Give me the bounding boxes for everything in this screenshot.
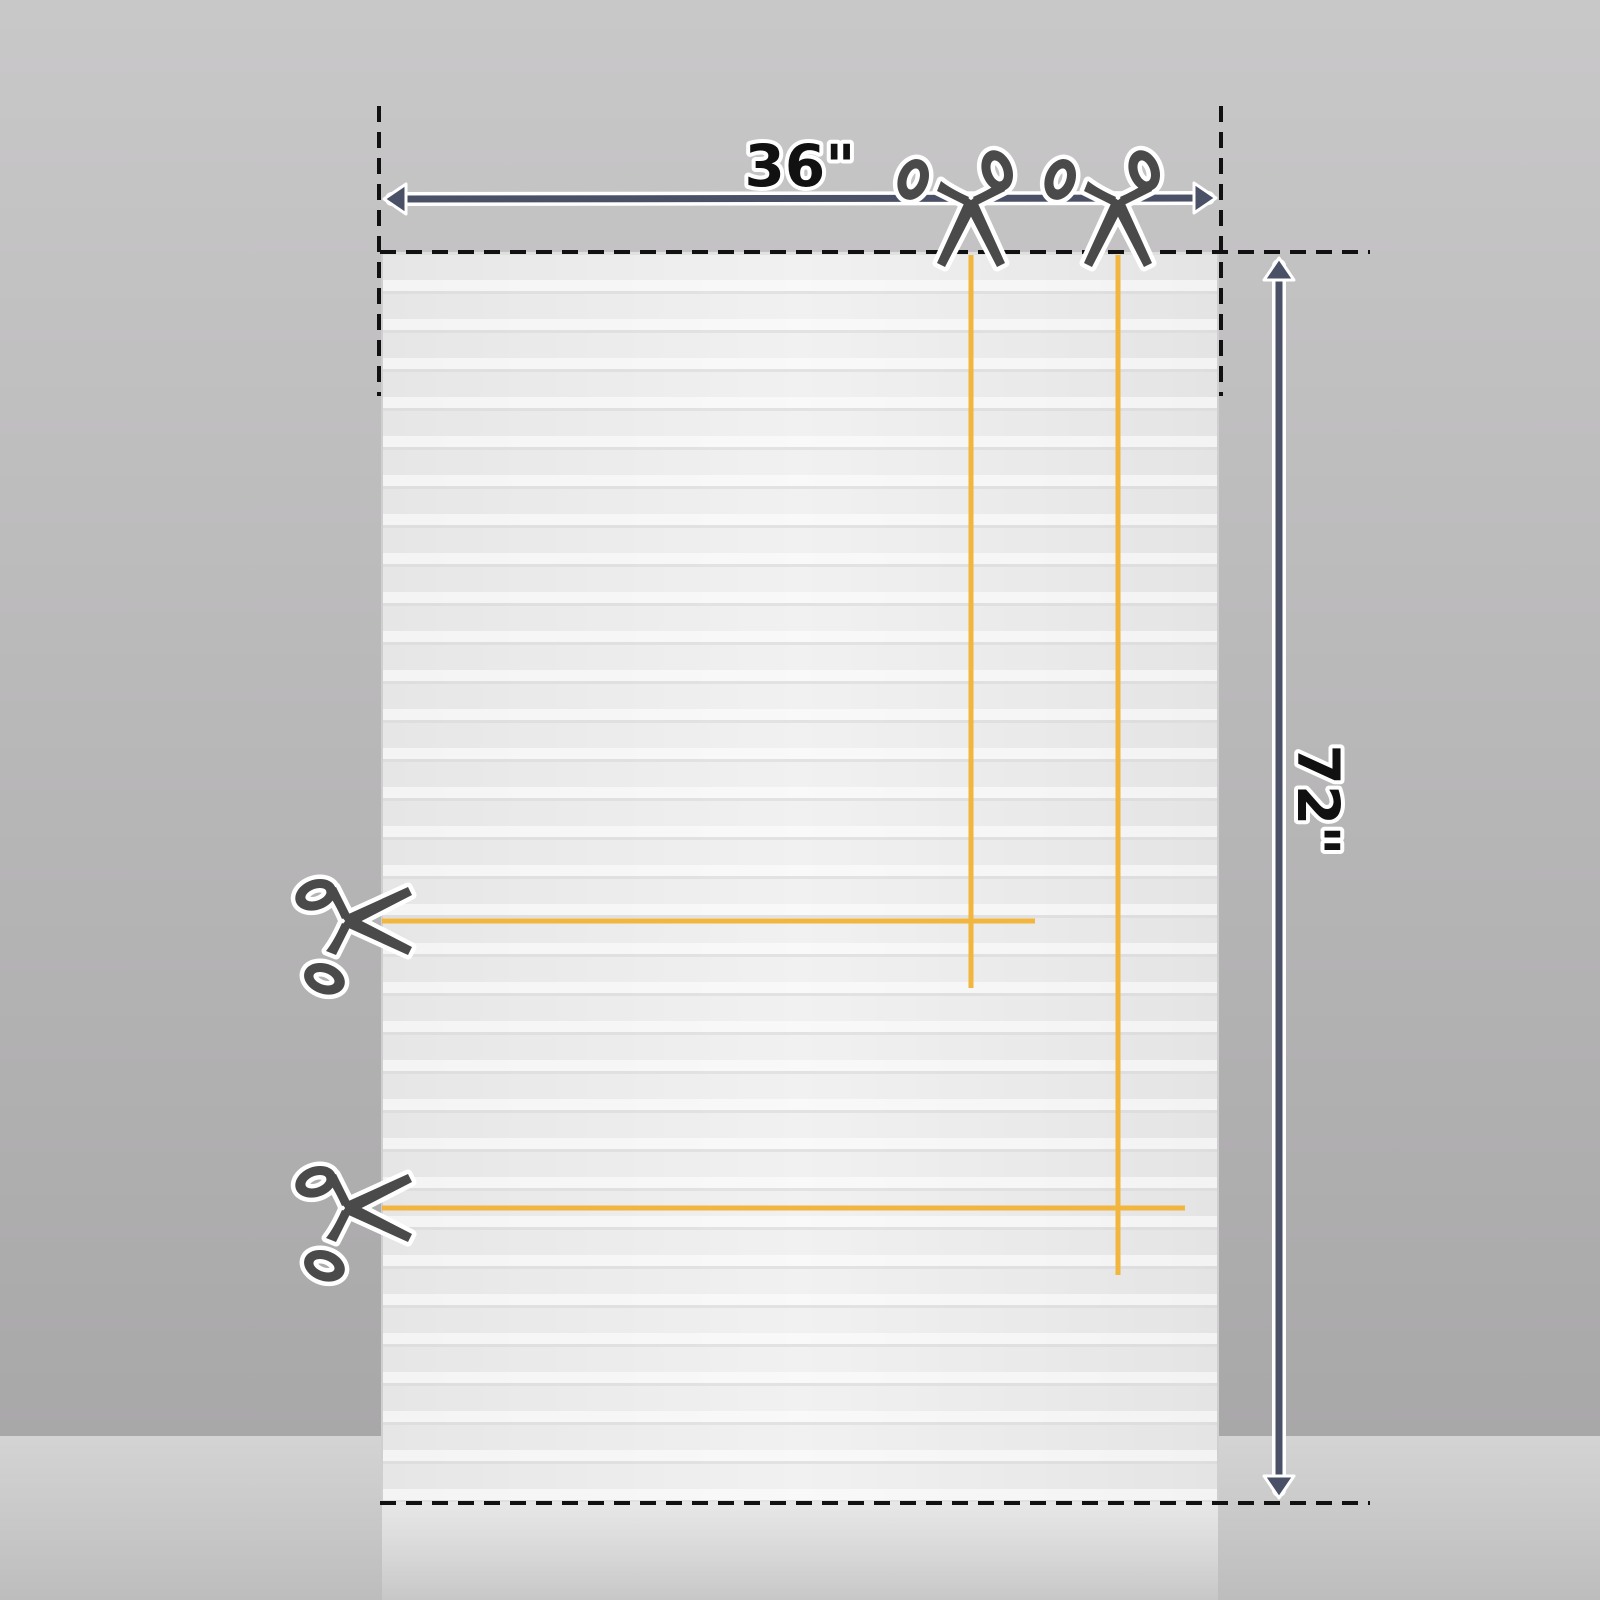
pleated-shade xyxy=(381,252,1219,1502)
width-dimension-arrow xyxy=(382,181,1218,216)
width-label: 36" xyxy=(745,132,856,200)
height-dimension-arrow xyxy=(1262,256,1296,1500)
height-label: 72" xyxy=(1284,745,1352,856)
shade-reflection xyxy=(382,1502,1218,1600)
cut-lines xyxy=(382,255,1185,1275)
guide-lines xyxy=(377,106,1370,1505)
